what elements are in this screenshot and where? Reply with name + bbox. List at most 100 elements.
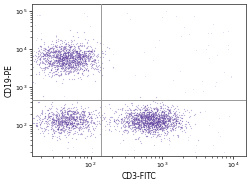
- Point: [152, 114, 156, 117]
- Point: [170, 122, 174, 125]
- Point: [124, 115, 128, 118]
- Point: [66, 57, 70, 60]
- Point: [66, 67, 70, 70]
- Point: [92, 122, 96, 125]
- Point: [89, 49, 93, 52]
- Point: [54, 55, 58, 58]
- Point: [52, 62, 56, 65]
- Point: [60, 108, 64, 111]
- Point: [146, 117, 150, 120]
- Point: [153, 116, 157, 119]
- Point: [75, 102, 79, 105]
- Point: [162, 121, 166, 124]
- Point: [70, 64, 74, 67]
- Point: [36, 56, 40, 59]
- Point: [73, 125, 77, 128]
- Point: [80, 44, 84, 47]
- Point: [50, 64, 54, 67]
- Point: [72, 51, 76, 54]
- Point: [54, 80, 58, 83]
- Point: [139, 115, 143, 118]
- Point: [178, 118, 182, 121]
- Point: [62, 57, 66, 60]
- Point: [121, 124, 125, 127]
- Point: [161, 112, 165, 115]
- Point: [54, 59, 58, 62]
- Point: [81, 111, 85, 114]
- Point: [66, 43, 70, 46]
- Point: [58, 127, 62, 130]
- Point: [138, 127, 141, 130]
- Point: [66, 120, 70, 123]
- Point: [134, 107, 138, 110]
- Point: [77, 117, 81, 120]
- Point: [68, 46, 71, 49]
- Point: [148, 110, 152, 113]
- Point: [55, 54, 59, 57]
- Point: [50, 71, 54, 74]
- Point: [67, 109, 71, 112]
- Point: [116, 119, 120, 122]
- Point: [79, 60, 83, 63]
- Point: [193, 150, 197, 153]
- Point: [148, 115, 152, 118]
- Point: [150, 133, 154, 136]
- Point: [72, 51, 76, 53]
- Point: [121, 129, 125, 132]
- Point: [146, 112, 150, 115]
- Point: [75, 115, 79, 118]
- Point: [78, 57, 82, 60]
- Point: [65, 126, 69, 129]
- Point: [180, 126, 184, 129]
- Point: [47, 119, 51, 122]
- Point: [132, 113, 136, 116]
- Point: [182, 123, 186, 126]
- Point: [155, 128, 159, 131]
- Point: [78, 118, 82, 121]
- Point: [63, 109, 67, 112]
- Point: [60, 112, 64, 115]
- Point: [136, 119, 140, 122]
- Point: [160, 126, 164, 129]
- Point: [92, 61, 96, 64]
- Point: [74, 117, 78, 120]
- Point: [163, 124, 167, 127]
- Point: [161, 116, 165, 119]
- Point: [66, 133, 70, 136]
- Point: [81, 116, 85, 119]
- Point: [66, 110, 70, 113]
- Point: [56, 127, 60, 130]
- Point: [46, 49, 50, 52]
- Point: [65, 51, 69, 53]
- Point: [168, 110, 172, 113]
- Point: [82, 50, 86, 53]
- Point: [74, 71, 78, 74]
- Point: [108, 124, 112, 127]
- Point: [87, 54, 91, 57]
- Point: [97, 110, 101, 113]
- Point: [148, 114, 152, 117]
- Point: [162, 120, 166, 123]
- Point: [89, 120, 93, 123]
- Point: [84, 55, 88, 58]
- Point: [68, 53, 72, 56]
- Point: [111, 67, 115, 70]
- Point: [51, 117, 55, 120]
- Point: [74, 49, 78, 52]
- Point: [147, 121, 151, 124]
- Point: [62, 77, 66, 80]
- Point: [49, 50, 53, 53]
- Point: [142, 112, 146, 115]
- Point: [127, 124, 131, 127]
- Point: [156, 113, 160, 116]
- Point: [70, 122, 74, 125]
- Point: [129, 127, 133, 130]
- Point: [84, 47, 87, 50]
- Point: [72, 78, 76, 81]
- Point: [111, 52, 115, 55]
- Point: [84, 53, 88, 56]
- Point: [48, 60, 52, 63]
- Point: [150, 110, 154, 113]
- Point: [72, 121, 76, 124]
- Point: [154, 125, 158, 128]
